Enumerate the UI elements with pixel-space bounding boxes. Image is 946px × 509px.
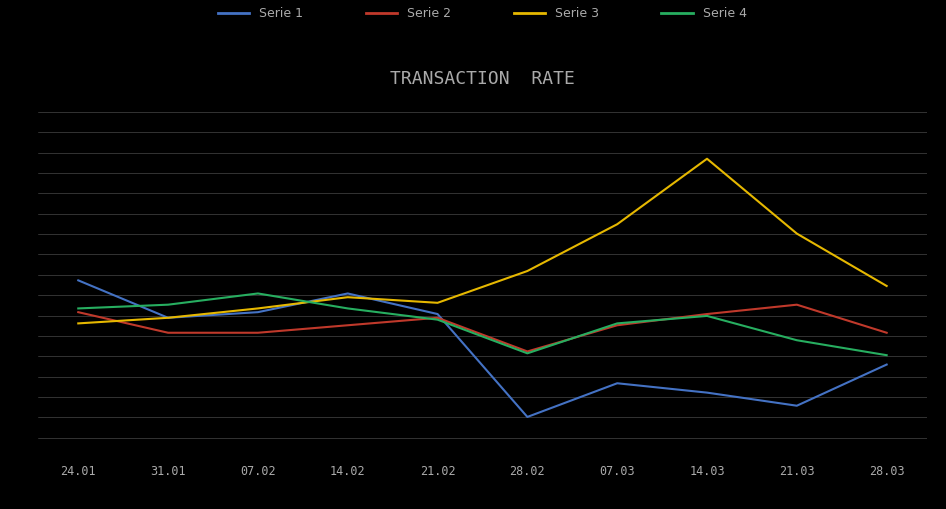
Legend: Serie 1, Serie 2, Serie 3, Serie 4: Serie 1, Serie 2, Serie 3, Serie 4: [219, 8, 746, 20]
Serie 1: [163, 315, 174, 321]
Serie 3: [701, 156, 712, 162]
Serie 2: [163, 330, 174, 336]
Serie 4: [791, 337, 802, 343]
Serie 1: [701, 389, 712, 395]
Serie 2: [253, 330, 264, 336]
Serie 3: [163, 315, 174, 321]
Serie 2: [791, 302, 802, 308]
Serie 1: [342, 291, 354, 297]
Line: Serie 4: Serie 4: [79, 294, 886, 355]
Serie 4: [611, 320, 622, 326]
Serie 1: [611, 380, 622, 386]
Line: Serie 2: Serie 2: [79, 305, 886, 351]
Serie 1: [881, 361, 892, 367]
Serie 3: [791, 231, 802, 237]
Serie 3: [432, 300, 444, 306]
Serie 4: [163, 302, 174, 308]
Serie 4: [881, 352, 892, 358]
Serie 1: [253, 309, 264, 315]
Serie 4: [432, 317, 444, 323]
Serie 1: [73, 277, 84, 284]
Serie 3: [73, 320, 84, 326]
Serie 4: [342, 305, 354, 312]
Serie 4: [253, 291, 264, 297]
Serie 2: [701, 311, 712, 317]
Serie 3: [253, 305, 264, 312]
Title: TRANSACTION  RATE: TRANSACTION RATE: [390, 70, 575, 88]
Serie 2: [881, 330, 892, 336]
Serie 2: [432, 315, 444, 321]
Serie 3: [881, 283, 892, 289]
Serie 3: [342, 294, 354, 300]
Serie 4: [701, 313, 712, 319]
Serie 2: [73, 309, 84, 315]
Serie 3: [521, 268, 533, 274]
Serie 4: [73, 305, 84, 312]
Serie 2: [521, 348, 533, 354]
Line: Serie 1: Serie 1: [79, 280, 886, 417]
Serie 1: [521, 414, 533, 420]
Serie 4: [521, 350, 533, 356]
Line: Serie 3: Serie 3: [79, 159, 886, 323]
Serie 2: [611, 322, 622, 328]
Serie 1: [791, 403, 802, 409]
Serie 3: [611, 221, 622, 228]
Serie 1: [432, 311, 444, 317]
Serie 2: [342, 322, 354, 328]
